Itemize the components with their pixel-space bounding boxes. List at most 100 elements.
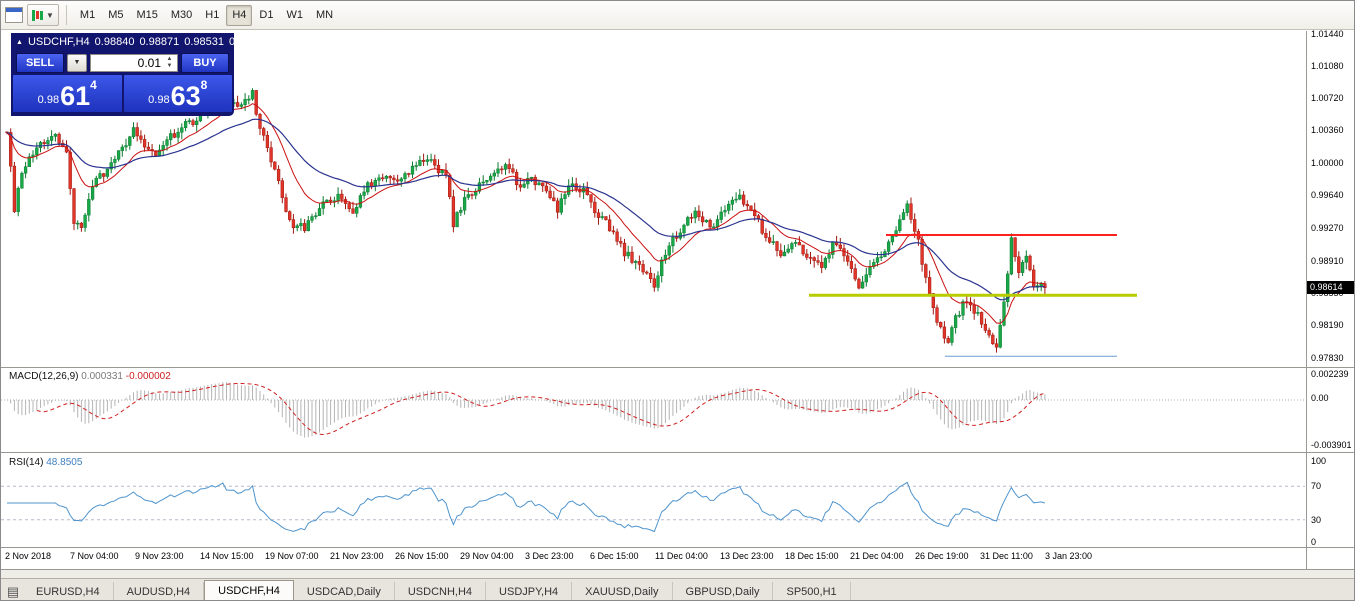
price-axis-border <box>1306 31 1307 569</box>
ohlc-high: 0.98871 <box>139 36 180 48</box>
macd-indicator-chart[interactable] <box>1 369 1307 452</box>
chart-tab-usdcnh-h4[interactable]: USDCNH,H4 <box>395 582 487 600</box>
buy-price-base: 0.98 <box>148 94 170 106</box>
price-axis-label: 1.00000 <box>1311 157 1344 168</box>
panel-separator[interactable] <box>1 547 1354 548</box>
toolbar-separator <box>65 5 67 25</box>
buy-price-tile[interactable]: 0.98 63 8 <box>123 75 232 112</box>
price-axis-label: 0.99270 <box>1311 223 1344 234</box>
price-axis-label: 0.98190 <box>1311 320 1344 331</box>
volume-spinner[interactable]: ▲ ▼ <box>163 55 176 71</box>
timeframe-button-m1[interactable]: M1 <box>79 9 96 21</box>
trade-controls-row: SELL ▼ 0.01 ▲ ▼ BUY <box>11 49 234 74</box>
rsi-axis-label: 30 <box>1311 515 1322 525</box>
macd-signal-value: -0.000002 <box>125 371 171 382</box>
spinner-down-icon[interactable]: ▼ <box>166 62 173 69</box>
time-axis-label: 21 Nov 23:00 <box>330 551 384 561</box>
caret-down-icon: ▼ <box>46 10 54 20</box>
time-axis-label: 2 Nov 2018 <box>5 551 52 561</box>
current-price-badge: 0.98614 <box>1307 281 1354 294</box>
spinner-up-icon[interactable]: ▲ <box>166 55 173 62</box>
timeframe-button-h4[interactable]: H4 <box>226 4 253 26</box>
time-axis-label: 18 Dec 15:00 <box>785 551 839 561</box>
window-titlebar-decoration <box>6 8 22 12</box>
chart-tab-sp500-h1[interactable]: SP500,H1 <box>773 582 851 600</box>
panel-separator[interactable] <box>1 367 1354 368</box>
candlestick-icon <box>36 11 39 19</box>
panel-separator[interactable] <box>1 452 1354 453</box>
volume-dropdown-button[interactable]: ▼ <box>67 53 87 72</box>
time-axis-label: 13 Dec 23:00 <box>720 551 774 561</box>
macd-name: MACD(12,26,9) <box>9 371 79 382</box>
time-axis-label: 21 Dec 04:00 <box>850 551 904 561</box>
price-axis-label: 0.98910 <box>1311 255 1344 266</box>
time-axis-label: 11 Dec 04:00 <box>655 551 708 561</box>
chart-tab-eurusd-h4[interactable]: EURUSD,H4 <box>23 582 114 600</box>
buy-price-pip: 8 <box>200 78 208 92</box>
collapse-arrow-icon[interactable]: ▲ <box>16 38 23 46</box>
time-axis-border <box>1 569 1354 570</box>
rsi-value: 48.8505 <box>46 457 83 468</box>
ohlc-low: 0.98531 <box>184 36 224 48</box>
buy-button[interactable]: BUY <box>181 52 229 73</box>
ma-slow-line <box>6 118 1045 301</box>
window-bottom-strip <box>1 570 1354 578</box>
macd-axis-label: -0.003901 <box>1311 440 1352 450</box>
rsi-line <box>7 481 1046 533</box>
chart-tab-audusd-h4[interactable]: AUDUSD,H4 <box>114 582 205 600</box>
sell-button[interactable]: SELL <box>16 52 64 73</box>
time-axis-label: 26 Nov 15:00 <box>395 551 449 561</box>
time-axis-label: 19 Nov 07:00 <box>265 551 319 561</box>
chart-tab-xauusd-daily[interactable]: XAUUSD,Daily <box>572 582 673 600</box>
timeframe-button-w1[interactable]: W1 <box>286 9 303 21</box>
chart-tab-gbpusd-daily[interactable]: GBPUSD,Daily <box>673 582 774 600</box>
timeframe-button-d1[interactable]: D1 <box>259 9 274 21</box>
chart-list-icon[interactable]: ▤ <box>6 584 20 599</box>
rsi-axis-label: 70 <box>1311 481 1322 491</box>
macd-signal-line <box>36 383 1046 436</box>
macd-main-value: 0.000331 <box>81 371 123 382</box>
ohlc-close: 0.98614 <box>228 36 269 48</box>
price-axis-label: 0.97830 <box>1311 352 1344 363</box>
chart-window-icon[interactable] <box>5 7 23 23</box>
chart-tab-bar: ▤ EURUSD,H4 AUDUSD,H4 USDCHF,H4 USDCAD,Dail… <box>1 578 1354 600</box>
timeframe-button-mn[interactable]: MN <box>315 9 334 21</box>
timeframe-button-m5[interactable]: M5 <box>108 9 124 21</box>
sell-price-pip: 4 <box>90 78 97 92</box>
chart-tab-usdjpy-h4[interactable]: USDJPY,H4 <box>486 582 573 600</box>
rsi-axis-label: 100 <box>1311 456 1327 466</box>
chart-tabs: EURUSD,H4 AUDUSD,H4 USDCHF,H4 USDCAD,Daily U… <box>23 580 851 600</box>
time-axis-label: 29 Nov 04:00 <box>460 551 514 561</box>
time-axis-label: 14 Nov 15:00 <box>200 551 254 561</box>
ohlc-open: 0.98840 <box>94 36 135 48</box>
timeframe-button-m15[interactable]: M15 <box>136 9 158 21</box>
timeframe-button-h1[interactable]: H1 <box>205 9 220 21</box>
rsi-indicator-chart[interactable] <box>1 454 1307 547</box>
macd-histogram <box>10 382 1046 438</box>
sell-price-big: 61 <box>60 81 91 111</box>
chart-tab-usdcad-daily[interactable]: USDCAD,Daily <box>294 582 395 600</box>
price-axis-label: 1.00720 <box>1311 93 1344 104</box>
ma-fast-line <box>6 103 1045 324</box>
main-price-chart[interactable] <box>1 31 1307 367</box>
time-axis-label: 3 Jan 23:00 <box>1045 551 1093 561</box>
candlestick-icon <box>32 9 35 21</box>
time-axis-label: 26 Dec 19:00 <box>915 551 969 561</box>
timeframe-buttons-group: M1 M5 M15 M30 H1 H4 D1 W1 MN <box>74 4 339 26</box>
sell-price-tile[interactable]: 0.98 61 4 <box>13 75 122 112</box>
symbol-timeframe-label: USDCHF,H4 <box>27 36 90 48</box>
candlestick-icon <box>40 10 43 20</box>
rsi-name: RSI(14) <box>9 457 44 468</box>
chart-tab-usdchf-h4[interactable]: USDCHF,H4 <box>204 580 294 600</box>
price-axis-label: 0.99640 <box>1311 190 1344 201</box>
sell-price-base: 0.98 <box>37 94 60 106</box>
rsi-label: RSI(14) 48.8505 <box>9 457 82 468</box>
chart-type-dropdown-button[interactable]: ▼ <box>27 4 59 26</box>
buy-price-big: 63 <box>170 81 201 111</box>
macd-axis-label: 0.00 <box>1311 393 1329 403</box>
volume-input[interactable]: 0.01 ▲ ▼ <box>90 53 178 72</box>
rsi-axis-label: 0 <box>1311 537 1317 547</box>
time-axis-label: 31 Dec 11:00 <box>980 551 1033 561</box>
timeframe-button-m30[interactable]: M30 <box>170 9 193 21</box>
